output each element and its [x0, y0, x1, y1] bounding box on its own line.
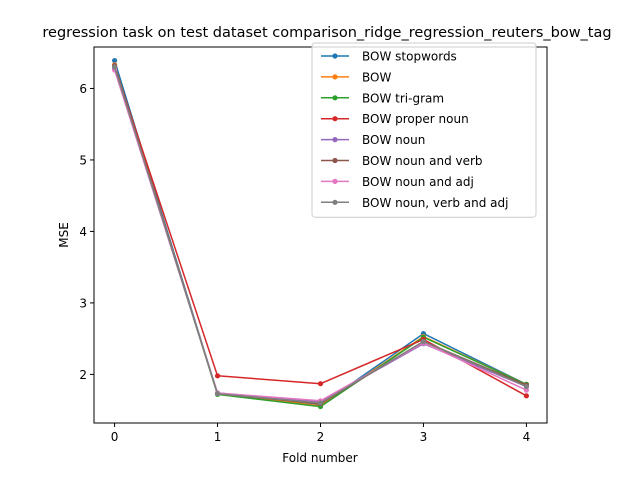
data-point [214, 391, 221, 397]
plot-area [111, 57, 530, 410]
legend-marker [332, 137, 338, 143]
legend-marker [332, 74, 338, 80]
legend-entry-label: BOW [362, 70, 391, 84]
legend-entry-label: BOW proper noun [362, 112, 469, 126]
x-tick-label: 1 [214, 430, 222, 444]
y-axis: 2 3 4 5 6 [79, 82, 94, 382]
data-point [214, 373, 221, 379]
legend-entry-label: BOW tri-gram [362, 91, 444, 105]
x-tick-label: 0 [111, 430, 119, 444]
data-point [111, 57, 118, 64]
data-point [317, 381, 324, 387]
legend-marker [332, 199, 338, 205]
legend-entry-label: BOW noun [362, 133, 425, 147]
legend-entry-label: BOW noun and adj [362, 175, 474, 189]
y-tick-label: 4 [79, 225, 87, 239]
legend-marker [332, 178, 338, 184]
y-tick-label: 6 [79, 82, 87, 96]
x-axis-label: Fold number [282, 451, 357, 465]
legend-marker [332, 95, 338, 101]
y-tick-label: 5 [79, 153, 87, 167]
data-point [111, 64, 118, 70]
data-point [420, 338, 427, 345]
x-tick-label: 2 [317, 430, 325, 444]
legend-marker [332, 157, 338, 164]
legend-entry-label: BOW stopwords [362, 50, 457, 64]
legend-marker [332, 53, 338, 59]
legend-entry-label: BOW noun and verb [362, 154, 483, 168]
data-point [523, 387, 530, 393]
chart-title: regression task on test dataset comparis… [42, 25, 611, 41]
y-tick-label: 3 [79, 296, 87, 310]
x-tick-label: 3 [420, 430, 428, 444]
x-tick-label: 4 [523, 430, 531, 444]
y-tick-label: 2 [79, 368, 87, 382]
legend-entry-label: BOW noun, verb and adj [362, 196, 508, 210]
y-axis-label: MSE [57, 222, 71, 248]
data-point [317, 400, 324, 406]
legend-box [311, 42, 537, 218]
legend-marker [332, 116, 338, 122]
data-point [523, 393, 530, 399]
legend: BOW stopwords BOW BOW tri-gram BOW proper n… [311, 42, 537, 218]
data-point [523, 383, 530, 390]
x-axis: 0 1 2 3 4 [111, 423, 530, 444]
